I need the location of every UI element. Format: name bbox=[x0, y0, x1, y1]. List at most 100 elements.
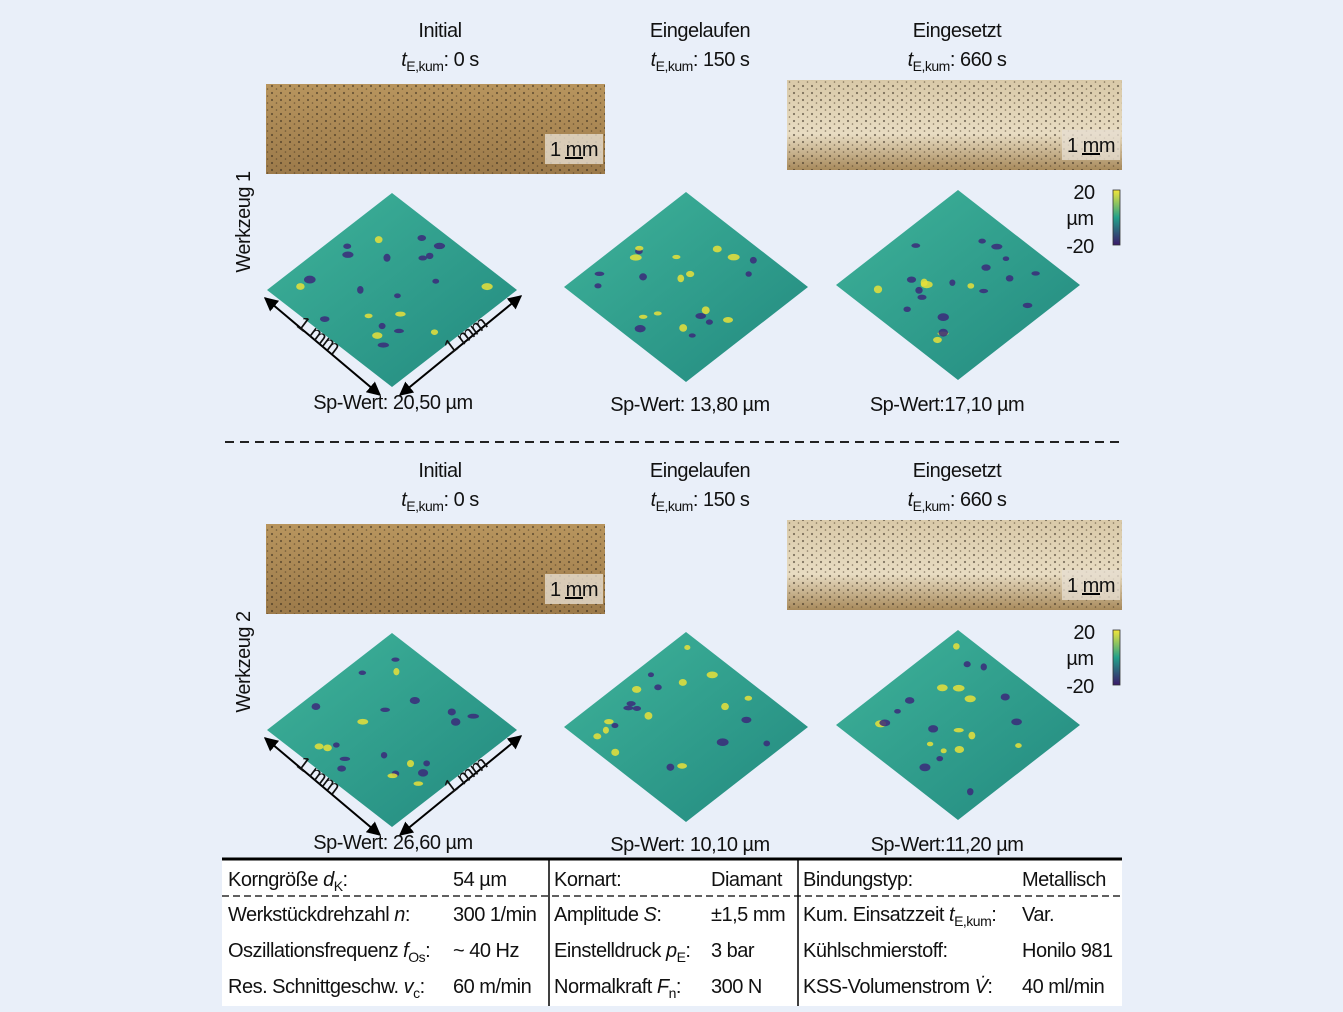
label: Bindungstyp: bbox=[803, 869, 913, 891]
label-text: : 660 s bbox=[950, 49, 1007, 71]
surface-peak bbox=[296, 283, 304, 290]
label-text: Korngröße bbox=[228, 869, 323, 891]
label-text: : bbox=[987, 976, 992, 998]
surface-peak bbox=[879, 720, 890, 727]
surface-peak bbox=[741, 717, 751, 723]
sp-value: Sp-Wert: 20,50 µm bbox=[313, 392, 472, 414]
label-text: Amplitude bbox=[554, 904, 644, 926]
surface-peak bbox=[721, 703, 729, 710]
surface-peak bbox=[395, 312, 405, 317]
surface-peak bbox=[434, 243, 445, 249]
subscript: E,kum bbox=[954, 913, 991, 929]
stage-title: Eingesetzt bbox=[913, 20, 1002, 42]
surface-peak bbox=[639, 273, 647, 280]
surface-peak bbox=[410, 697, 420, 704]
surface-map bbox=[267, 633, 517, 827]
label-text: : 150 s bbox=[693, 49, 750, 71]
surface-map bbox=[836, 190, 1080, 380]
surface-peak bbox=[1011, 719, 1022, 726]
label: Res. Schnittgeschw. vc: bbox=[228, 976, 425, 1001]
surface-peak bbox=[342, 252, 353, 258]
surface-peak bbox=[414, 781, 424, 786]
label-text: KSS-Volumenstrom bbox=[803, 976, 975, 998]
surface-peak bbox=[482, 283, 493, 290]
label: tE,kum: 150 s bbox=[651, 489, 750, 514]
label-text: : bbox=[685, 940, 690, 962]
label: Kühlschmierstoff: bbox=[803, 940, 948, 962]
surface-peak bbox=[933, 337, 942, 343]
surface-peak bbox=[394, 293, 401, 298]
label-text: : bbox=[991, 904, 996, 926]
surface-peak bbox=[954, 728, 964, 732]
surface-peak bbox=[1031, 271, 1039, 275]
surface-peak bbox=[359, 671, 366, 675]
colorbar bbox=[1113, 190, 1120, 245]
surface-peak bbox=[750, 257, 757, 264]
surface-peak bbox=[717, 738, 729, 746]
surface-peak bbox=[379, 323, 386, 329]
label: Korngröße dK: bbox=[228, 869, 348, 894]
scale-label: 1 mm bbox=[1067, 135, 1115, 157]
surface-peak bbox=[903, 306, 910, 312]
surface-map bbox=[267, 193, 517, 387]
surface-peak bbox=[431, 329, 438, 335]
surface-peak bbox=[639, 315, 647, 319]
surface-peak bbox=[595, 272, 605, 276]
surface-peak bbox=[394, 329, 404, 333]
surface-peak bbox=[953, 643, 960, 650]
subscript: E,kum bbox=[406, 58, 443, 74]
surface-peak bbox=[387, 773, 397, 778]
surface-peak bbox=[611, 749, 619, 756]
surface-peak bbox=[713, 246, 722, 253]
surface-peak bbox=[383, 254, 390, 262]
surface-map bbox=[564, 632, 808, 822]
surface-peak bbox=[967, 283, 974, 289]
subscript: E,kum bbox=[406, 498, 443, 514]
surface-peak bbox=[981, 264, 990, 270]
table-value: Metallisch bbox=[1022, 869, 1106, 891]
surface-peak bbox=[418, 256, 427, 261]
surface-peak bbox=[978, 239, 985, 244]
label: tE,kum: 0 s bbox=[401, 489, 479, 514]
stage-title: Initial bbox=[418, 20, 461, 42]
colorbar-max: 20 bbox=[1073, 622, 1095, 644]
surface-peak bbox=[915, 287, 922, 294]
stage-title: Eingelaufen bbox=[650, 460, 750, 482]
surface-peak bbox=[633, 706, 641, 711]
surface-peak bbox=[323, 745, 332, 752]
surface-peak bbox=[391, 657, 399, 661]
surface-peak bbox=[695, 313, 706, 319]
surface-peak bbox=[706, 319, 713, 324]
surface-peak bbox=[968, 732, 975, 740]
surface-peak bbox=[365, 314, 373, 319]
label: Einstelldruck pE: bbox=[554, 940, 690, 965]
surface-peak bbox=[937, 684, 948, 691]
surface-peak bbox=[432, 279, 439, 284]
surface-peak bbox=[728, 254, 740, 261]
surface-peak bbox=[689, 333, 696, 337]
colorbar-unit: µm bbox=[1066, 648, 1093, 670]
surface-peak bbox=[874, 286, 882, 294]
surface-peak bbox=[381, 752, 387, 759]
label-text: Normalkraft bbox=[554, 976, 657, 998]
surface-peak bbox=[630, 254, 642, 260]
surface-peak bbox=[684, 645, 690, 650]
surface-peak bbox=[928, 725, 938, 732]
surface-peak bbox=[1023, 303, 1033, 308]
colorbar bbox=[1113, 630, 1120, 685]
surface-peak bbox=[407, 760, 414, 767]
sp-value: Sp-Wert:17,10 µm bbox=[870, 394, 1024, 416]
surface-peak bbox=[312, 703, 321, 710]
sp-value: Sp-Wert: 26,60 µm bbox=[313, 832, 472, 854]
subscript: Os bbox=[408, 949, 425, 965]
subscript: E bbox=[677, 949, 686, 965]
label-text: : bbox=[420, 976, 425, 998]
surface-peak bbox=[679, 679, 687, 686]
colorbar-unit: µm bbox=[1066, 208, 1093, 230]
table-value: ~ 40 Hz bbox=[453, 940, 519, 962]
surface-peak bbox=[372, 332, 382, 339]
sp-value: Sp-Wert: 13,80 µm bbox=[610, 394, 769, 416]
surface-peak bbox=[423, 760, 430, 766]
surface-peak bbox=[894, 709, 901, 714]
table-value: 3 bar bbox=[711, 940, 755, 962]
